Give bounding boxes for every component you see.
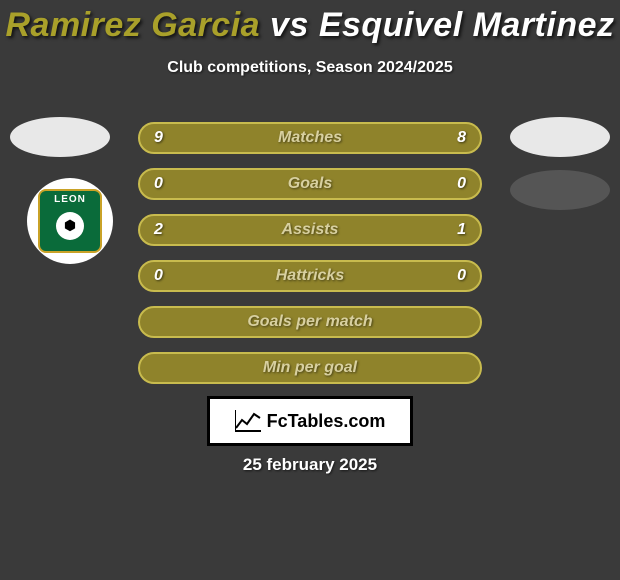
stat-row: Goals per match	[138, 306, 482, 338]
club-name: LEON	[40, 194, 100, 205]
player2-logo-1	[510, 117, 610, 157]
stat-row: 0 Goals 0	[138, 168, 482, 200]
brand-chart-icon	[235, 410, 261, 432]
stat-right-value: 1	[457, 221, 466, 239]
player2-name: Esquivel Martinez	[319, 6, 615, 44]
stat-label: Goals	[288, 175, 332, 193]
player2-logo-2	[510, 170, 610, 210]
player1-logo	[10, 117, 110, 157]
stat-left-value: 9	[154, 129, 163, 147]
vs-text: vs	[270, 6, 309, 44]
page-title: Ramirez Garcia vs Esquivel Martinez	[0, 0, 620, 45]
date-text: 25 february 2025	[0, 455, 620, 475]
stat-row: 0 Hattricks 0	[138, 260, 482, 292]
stat-left-value: 0	[154, 267, 163, 285]
stat-label: Assists	[282, 221, 339, 239]
stat-left-value: 0	[154, 175, 163, 193]
stats-container: 9 Matches 8 0 Goals 0 2 Assists 1 0 Hattricks 0 Goal…	[138, 122, 482, 398]
club-badge: LEON	[27, 178, 113, 264]
stat-row: 9 Matches 8	[138, 122, 482, 154]
stat-label: Hattricks	[276, 267, 344, 285]
player1-name: Ramirez Garcia	[5, 6, 260, 44]
stat-label: Matches	[278, 129, 342, 147]
stat-left-value: 2	[154, 221, 163, 239]
stat-label: Goals per match	[247, 313, 372, 331]
stat-row: 2 Assists 1	[138, 214, 482, 246]
subtitle: Club competitions, Season 2024/2025	[0, 59, 620, 77]
stat-row: Min per goal	[138, 352, 482, 384]
brand-text: FcTables.com	[267, 411, 386, 432]
stat-right-value: 8	[457, 129, 466, 147]
stat-right-value: 0	[457, 175, 466, 193]
club-badge-inner: LEON	[38, 189, 102, 253]
brand-box: FcTables.com	[207, 396, 413, 446]
stat-label: Min per goal	[263, 359, 357, 377]
stat-right-value: 0	[457, 267, 466, 285]
soccer-ball-icon	[56, 212, 84, 240]
